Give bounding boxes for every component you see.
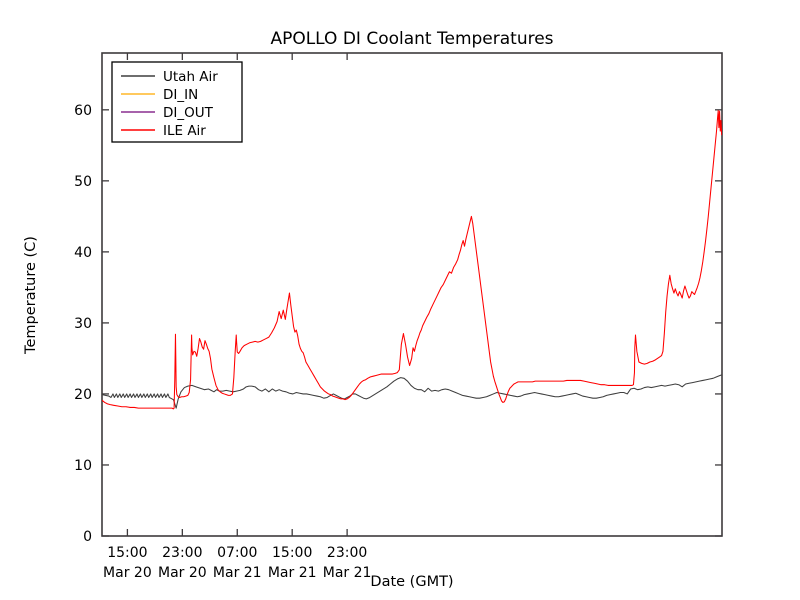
x-tick-time-label: 23:00 [162,545,202,561]
y-tick-label: 60 [74,103,92,119]
legend-label-utah-air[interactable]: Utah Air [163,69,218,85]
x-axis-ticks: 15:00 Mar 20 23:00 Mar 20 07:00 Mar 21 15:00 Ma… [103,53,371,581]
legend-label-di-in[interactable]: DI_IN [163,87,198,103]
y-axis-label: Temperature (C) [23,236,39,355]
x-tick-time-label: 07:00 [217,545,257,561]
x-tick-time-label: 15:00 [272,545,312,561]
chart-legend[interactable]: Utah Air DI_IN DI_OUT ILE Air [111,61,243,143]
y-tick-label: 40 [74,245,92,261]
y-tick-label: 50 [74,174,92,190]
y-axis-ticks: 0 10 20 30 40 50 60 [74,103,722,545]
x-tick-date-label: Mar 20 [158,565,207,581]
legend-label-di-out[interactable]: DI_OUT [163,105,214,121]
series-line-utah-air [102,374,722,409]
data-series-group [102,110,722,410]
x-tick-date-label: Mar 21 [323,565,372,581]
chart-title: APOLLO DI Coolant Temperatures [270,29,553,49]
y-tick-label: 20 [74,387,92,403]
x-tick-date-label: Mar 21 [213,565,262,581]
x-tick-date-label: Mar 20 [103,565,152,581]
x-tick-date-label: Mar 21 [268,565,317,581]
legend-label-ile-air[interactable]: ILE Air [163,123,206,139]
x-axis-label: Date (GMT) [370,574,453,590]
series-line-ile-air [102,110,722,410]
x-tick-time-label: 23:00 [327,545,367,561]
y-tick-label: 0 [83,529,92,545]
y-tick-label: 10 [74,458,92,474]
x-tick-time-label: 15:00 [107,545,147,561]
y-tick-label: 30 [74,316,92,332]
